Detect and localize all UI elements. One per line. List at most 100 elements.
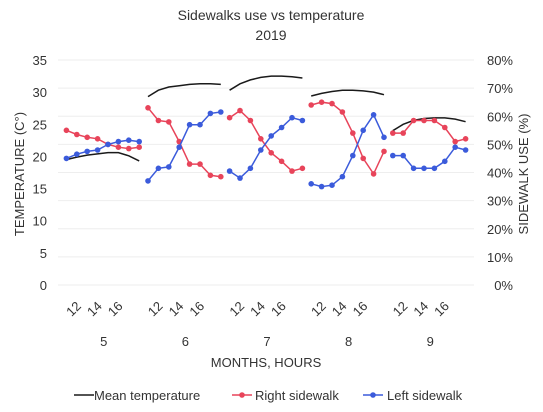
x-hour-tick-label: 12 xyxy=(63,298,84,319)
data-point xyxy=(308,181,315,187)
x-axis-title: MONTHS, HOURS xyxy=(211,355,322,370)
x-hour-tick-label: 16 xyxy=(186,298,207,319)
data-point xyxy=(462,136,469,142)
data-point xyxy=(226,168,233,174)
y-left-tick-label: 35 xyxy=(33,53,47,68)
data-point xyxy=(410,165,417,172)
data-point xyxy=(218,109,224,115)
data-point xyxy=(289,114,295,121)
y-left-tick-label: 15 xyxy=(33,182,47,197)
data-point xyxy=(186,161,193,167)
chart-title: Sidewalks use vs temperature xyxy=(178,7,365,23)
data-point xyxy=(176,144,182,150)
series-right-sidewalk xyxy=(63,99,469,180)
data-point xyxy=(308,102,315,108)
data-point xyxy=(410,117,417,124)
data-point xyxy=(197,121,203,128)
data-point xyxy=(278,124,285,131)
data-point xyxy=(350,130,356,136)
data-point xyxy=(258,147,264,153)
data-point xyxy=(421,165,427,172)
data-point xyxy=(381,134,387,141)
y-left-tick-label: 10 xyxy=(33,214,47,229)
data-point xyxy=(94,136,101,142)
data-point xyxy=(258,136,264,142)
data-point xyxy=(186,121,193,128)
data-point xyxy=(218,173,224,180)
y-left-axis-title: TEMPERATURE (C°) xyxy=(12,112,27,236)
data-point xyxy=(329,182,335,188)
data-point xyxy=(207,172,214,179)
data-point xyxy=(278,158,285,165)
legend-item-mean-temperature: Mean temperature xyxy=(74,388,200,403)
data-point xyxy=(126,145,132,152)
data-point xyxy=(339,173,346,180)
series-left-sidewalk xyxy=(63,109,469,190)
data-point xyxy=(452,144,459,150)
legend-label-mean-temperature: Mean temperature xyxy=(94,388,200,403)
data-point xyxy=(431,117,438,124)
data-point xyxy=(84,148,90,155)
data-point xyxy=(431,165,438,172)
y-right-tick-label: 30% xyxy=(487,194,513,209)
data-point xyxy=(207,110,214,117)
data-point xyxy=(350,152,356,159)
x-hour-tick-label: 16 xyxy=(105,298,126,319)
data-point xyxy=(63,155,70,162)
data-point xyxy=(421,117,427,124)
x-hour-tick-label: 14 xyxy=(410,298,431,319)
data-point xyxy=(370,112,377,118)
y-right-tick-label: 80% xyxy=(487,53,513,68)
data-point xyxy=(339,109,346,115)
data-point xyxy=(84,134,90,141)
data-point xyxy=(226,114,233,121)
y-right-tick-label: 70% xyxy=(487,81,513,96)
data-point xyxy=(360,155,367,162)
x-hour-tick-label: 14 xyxy=(329,298,350,319)
y-right-tick-label: 60% xyxy=(487,109,513,124)
data-point xyxy=(299,117,306,124)
data-point xyxy=(166,119,172,125)
data-point xyxy=(136,138,142,145)
data-point xyxy=(197,161,203,167)
x-month-tick-label: 8 xyxy=(345,334,352,349)
data-point xyxy=(247,165,254,172)
legend-marker-left-sidewalk xyxy=(370,392,376,398)
data-point xyxy=(370,171,377,177)
data-point xyxy=(145,105,151,111)
data-point xyxy=(145,178,151,184)
data-point xyxy=(74,131,80,138)
data-point xyxy=(136,144,142,150)
data-point xyxy=(381,148,387,155)
legend: Mean temperature Right sidewalk Left sid… xyxy=(74,388,463,403)
data-point xyxy=(452,138,459,145)
legend-item-left-sidewalk: Left sidewalk xyxy=(363,388,463,403)
data-point xyxy=(237,107,243,114)
left-axis-ticks: 0 5 10 15 20 25 30 35 xyxy=(33,53,47,293)
data-point xyxy=(268,150,275,156)
x-hour-tick-label: 12 xyxy=(145,298,166,319)
y-right-tick-label: 20% xyxy=(487,222,513,237)
data-point xyxy=(247,117,254,124)
data-point xyxy=(155,165,162,172)
y-right-tick-label: 0% xyxy=(494,278,513,293)
y-left-tick-label: 5 xyxy=(40,246,47,261)
data-point xyxy=(155,117,162,124)
data-point xyxy=(94,147,101,153)
series-line xyxy=(147,83,221,98)
data-point xyxy=(318,183,325,190)
legend-label-left-sidewalk: Left sidewalk xyxy=(387,388,463,403)
x-month-tick-label: 6 xyxy=(182,334,189,349)
data-point xyxy=(462,147,469,153)
series-line xyxy=(392,117,466,132)
gridlines xyxy=(58,59,474,286)
x-hour-tick-label: 16 xyxy=(431,298,452,319)
data-point xyxy=(115,144,122,150)
data-point xyxy=(442,158,448,165)
data-point xyxy=(400,152,407,159)
series-line xyxy=(229,75,303,91)
data-point xyxy=(289,168,295,174)
x-month-tick-label: 9 xyxy=(427,334,434,349)
data-point xyxy=(268,133,275,139)
